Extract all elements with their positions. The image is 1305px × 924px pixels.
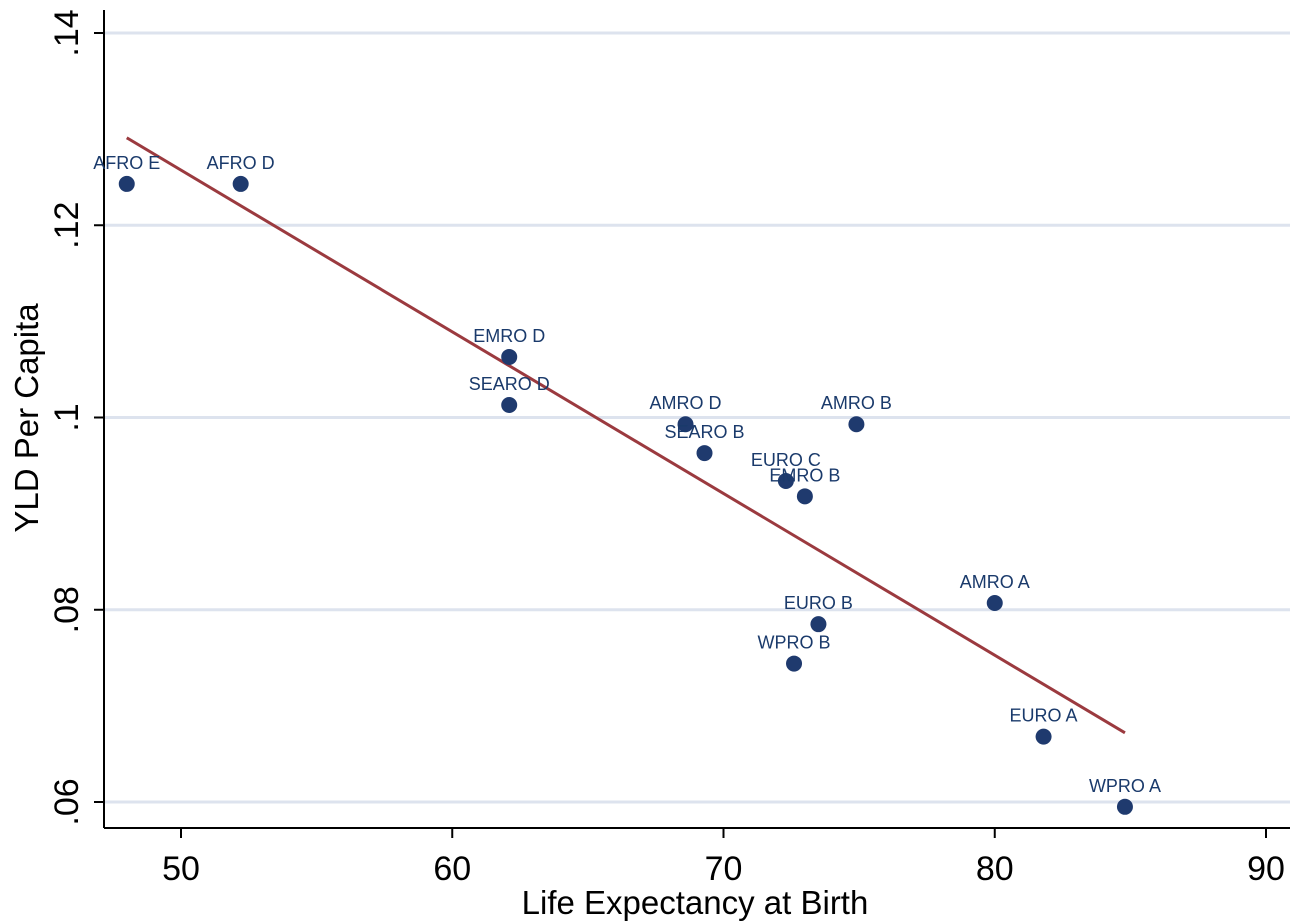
data-point-label: SEARO D bbox=[469, 374, 550, 394]
x-tick-label: 50 bbox=[162, 850, 200, 888]
data-point-label: AMRO B bbox=[821, 393, 892, 413]
data-point-label: EURO C bbox=[751, 450, 821, 470]
data-point bbox=[696, 445, 713, 462]
data-point-label: AMRO A bbox=[960, 572, 1030, 592]
y-tick-label: .14 bbox=[48, 9, 86, 56]
fit-line-group bbox=[125, 136, 1126, 735]
x-tick-label: 70 bbox=[705, 850, 743, 888]
data-point-label: WPRO B bbox=[758, 633, 831, 653]
data-point-label: EMRO D bbox=[473, 326, 545, 346]
data-point bbox=[1035, 728, 1052, 745]
data-point bbox=[796, 488, 813, 505]
data-point-label: AFRO E bbox=[93, 153, 160, 173]
data-point-label: SEARO B bbox=[664, 422, 744, 442]
gridlines bbox=[105, 31, 1290, 804]
data-points bbox=[118, 175, 1133, 815]
data-point bbox=[777, 472, 794, 489]
data-point bbox=[786, 655, 803, 672]
data-point bbox=[848, 416, 865, 433]
data-point-label: AMRO D bbox=[650, 393, 722, 413]
y-tick-label: .06 bbox=[48, 778, 86, 825]
x-tick-label: 80 bbox=[976, 850, 1014, 888]
data-point bbox=[810, 616, 827, 633]
x-axis-title: Life Expectancy at Birth bbox=[522, 884, 869, 921]
fit-line bbox=[125, 136, 1126, 735]
data-point bbox=[232, 175, 249, 192]
data-point bbox=[501, 348, 518, 365]
data-point-label: EMRO B bbox=[769, 465, 840, 485]
data-point-label: AFRO D bbox=[207, 153, 275, 173]
data-point-label: EURO B bbox=[784, 593, 853, 613]
data-point bbox=[986, 595, 1003, 612]
y-axis-title: YLD Per Capita bbox=[8, 303, 45, 533]
y-tick-label: .08 bbox=[48, 586, 86, 633]
x-tick-label: 90 bbox=[1247, 850, 1285, 888]
data-point bbox=[677, 416, 694, 433]
data-point-label: WPRO A bbox=[1089, 776, 1161, 796]
data-point bbox=[501, 397, 518, 414]
y-tick-label: .1 bbox=[48, 403, 86, 431]
y-tick-label: .12 bbox=[48, 202, 86, 249]
data-point-label: EURO A bbox=[1010, 706, 1078, 726]
data-point bbox=[1116, 798, 1133, 815]
point-labels: AFRO E AFRO D EMRO D SEARO D AMRO D SEARO B AM… bbox=[93, 153, 1161, 796]
data-point bbox=[118, 175, 135, 192]
axis-ticks: .06 .08 .1 .12 .14 50 60 70 80 90 bbox=[48, 9, 1285, 888]
x-tick-label: 60 bbox=[433, 850, 471, 888]
